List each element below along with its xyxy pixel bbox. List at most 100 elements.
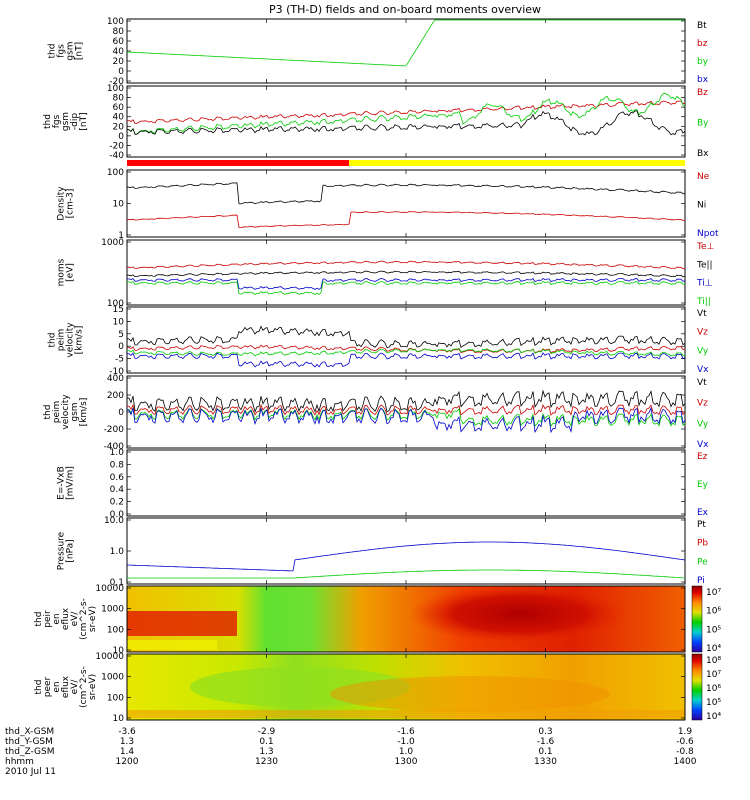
y-axis-label-line: sr-eV) — [88, 606, 98, 632]
footer-value: -0.8 — [676, 747, 694, 757]
legend-Vy: Vy — [697, 346, 709, 356]
footer-row-label: thd_X-GSM — [5, 727, 54, 737]
y-axis-label-line: en — [52, 681, 62, 692]
legend-Vx: Vx — [697, 440, 709, 450]
legend-Vt: Vt — [697, 309, 707, 319]
y-axis-label: Pressure [nPa] — [57, 531, 76, 570]
trace-vt-gsm — [126, 389, 686, 413]
y-axis-label: thd fgs gsm -dip [nT] — [43, 112, 89, 131]
panel-9: 10⁷ 10⁶ 10⁵ 10⁴ 10000 1000 100 10 thd peir en eflux… — [34, 584, 721, 656]
y-axis-label-line: (cm^2-s- — [79, 666, 89, 708]
legend-Bx: Bx — [697, 149, 709, 159]
y-axis-label-line: [km/s] — [79, 398, 89, 427]
colorbar-label: 10⁷ — [706, 588, 721, 598]
colorbar — [691, 653, 703, 721]
heatmap-band-low — [127, 640, 217, 650]
heatmap-band — [127, 611, 237, 636]
y-tick-label: 80 — [113, 94, 125, 104]
y-axis-label-line: thd — [48, 333, 58, 348]
colorbar — [691, 585, 703, 653]
trace-te-perp — [127, 260, 686, 270]
y-tick-label: -20 — [109, 77, 124, 87]
y-axis-label-line: (cm^2-s- — [79, 598, 89, 640]
y-axis-label-line: en — [52, 613, 62, 624]
trace-ti-par — [126, 280, 686, 295]
footer-value: -1.6 — [397, 727, 415, 737]
y-axis-label-line: [nT] — [75, 42, 85, 60]
legend-Ti⊥: Ti⊥ — [696, 279, 713, 289]
footer-value: 1400 — [674, 757, 697, 767]
y-tick-label: 1.0 — [110, 547, 125, 557]
y-tick-label: -40 — [109, 151, 124, 161]
y-axis-label-line: Density — [57, 186, 67, 221]
y-axis-label-line: gsm — [61, 112, 71, 131]
y-axis-label-line: [cm-3] — [66, 189, 76, 219]
y-axis-label-line: eV/ — [70, 611, 80, 627]
y-tick-label: 1000 — [101, 238, 124, 248]
y-axis-label-line: -dip — [70, 113, 80, 130]
footer-value: 1.3 — [259, 747, 273, 757]
trace-vx — [126, 352, 686, 368]
footer-value: -1.6 — [537, 737, 555, 747]
y-tick-label: 0.0 — [110, 510, 125, 520]
trace-vy — [126, 347, 686, 357]
y-tick-label: 400 — [107, 374, 124, 384]
y-axis-label: thd peim velocity [km/s] — [48, 322, 85, 358]
trace-vz — [126, 344, 686, 354]
y-axis-label-line: thd — [48, 44, 58, 59]
footer-value: 1.4 — [120, 747, 135, 757]
trace-ne — [126, 211, 685, 229]
legend-Te⊥: Te⊥ — [696, 242, 715, 252]
panel-frame — [126, 169, 686, 238]
y-axis-label-line: moms — [57, 258, 67, 286]
y-axis-label: thd peim velocity gsm [km/s] — [43, 394, 89, 430]
legend-Ne: Ne — [697, 172, 710, 182]
legend-Pb: Pb — [697, 539, 708, 549]
heatmap-peak-region — [410, 584, 630, 644]
y-tick-label: 10 — [113, 200, 125, 210]
y-axis-label-line: peim — [57, 329, 67, 352]
y-tick-label: 100 — [107, 299, 124, 309]
y-axis-label-line: [eV] — [66, 263, 76, 282]
footer-value: 1330 — [534, 757, 557, 767]
y-tick-label: 0 — [118, 342, 124, 352]
trace-ti-perp — [126, 277, 686, 290]
y-tick-label: 0 — [118, 408, 124, 418]
y-tick-label: 10000 — [95, 652, 124, 662]
y-axis-label-line: thd — [43, 405, 53, 420]
y-axis-label-line: E=-VxB — [57, 466, 67, 500]
trace-vz-gsm — [126, 403, 686, 416]
y-tick-label: -10 — [109, 367, 124, 377]
plot-title: P3 (TH-D) fields and on-board moments ov… — [269, 3, 541, 16]
y-tick-label: 10 — [113, 714, 125, 724]
footer-row-label: thd_Z-GSM — [5, 747, 54, 757]
footer-value: -1.0 — [397, 737, 415, 747]
y-tick-label: 100 — [107, 17, 124, 27]
y-tick-label: 10 — [113, 646, 125, 656]
legend-Vz: Vz — [697, 328, 708, 338]
footer-row-label: hhmm — [5, 757, 34, 767]
legend-bx: bx — [697, 75, 709, 85]
y-tick-label: 100 — [107, 84, 124, 94]
y-tick-label: 60 — [113, 37, 125, 47]
footer-date: 2010 Jul 11 — [5, 767, 56, 777]
legend-Ex: Ex — [697, 508, 709, 518]
legend-Pe: Pe — [697, 557, 708, 567]
panel-frame — [126, 85, 686, 158]
panel-10: 10⁸ 10⁷ 10⁶ 10⁵ 10⁴ 10000 1000 100 10 thd peer en ef… — [34, 652, 721, 724]
legend-Vt: Vt — [697, 378, 707, 388]
mode-bar-red — [127, 160, 349, 166]
y-tick-label: 1000 — [101, 605, 124, 615]
trace-by — [126, 19, 685, 67]
trace-pe — [127, 569, 686, 579]
legend-Ti||: Ti|| — [696, 297, 711, 307]
y-axis-label-line: fgs — [52, 114, 62, 128]
colorbar-label: 10⁷ — [706, 670, 721, 680]
y-tick-label: -200 — [104, 425, 125, 435]
legend-Bt: Bt — [697, 21, 707, 31]
y-tick-label: 0.8 — [110, 460, 125, 470]
colorbar-label: 10⁸ — [706, 656, 721, 666]
trace-bz — [126, 100, 686, 124]
